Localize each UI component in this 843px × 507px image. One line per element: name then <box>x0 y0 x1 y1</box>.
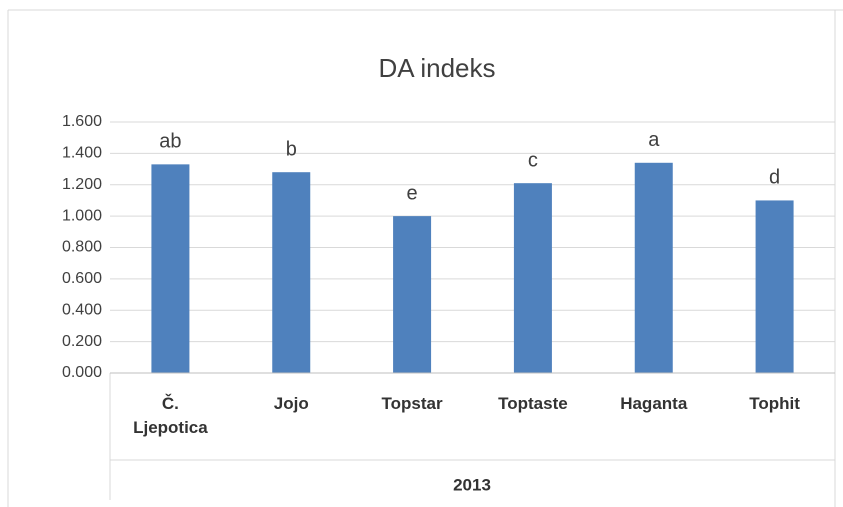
group-label: 2013 <box>453 475 491 494</box>
y-tick-label: 1.000 <box>62 207 102 224</box>
x-tick-label: Toptaste <box>498 394 568 413</box>
x-tick-label: Č. Ljepotica <box>133 394 208 437</box>
y-tick-label: 1.400 <box>62 145 102 162</box>
annotation: e <box>407 182 418 204</box>
bar <box>151 164 190 373</box>
bar <box>513 183 552 373</box>
x-tick-label: Jojo <box>273 394 309 413</box>
x-tick-label: Tophit <box>749 394 800 413</box>
y-tick-label: 0.800 <box>62 239 102 256</box>
y-tick-label: 0.600 <box>62 270 102 287</box>
bar <box>393 216 432 373</box>
annotation: b <box>286 138 297 160</box>
y-tick-label: 0.000 <box>62 364 102 381</box>
x-tick-label: Haganta <box>620 394 688 413</box>
bar <box>634 162 673 373</box>
bar <box>272 172 311 373</box>
y-tick-label: 1.600 <box>62 113 102 130</box>
chart-title: DA indeks <box>378 53 495 83</box>
annotation: c <box>528 149 538 171</box>
y-tick-label: 0.200 <box>62 333 102 350</box>
annotation: ab <box>159 131 181 153</box>
x-tick-label: Topstar <box>381 394 443 413</box>
annotation: d <box>769 167 780 189</box>
annotation: a <box>648 129 660 151</box>
y-tick-label: 0.400 <box>62 301 102 318</box>
y-tick-label: 1.200 <box>62 176 102 193</box>
bar <box>755 200 794 373</box>
